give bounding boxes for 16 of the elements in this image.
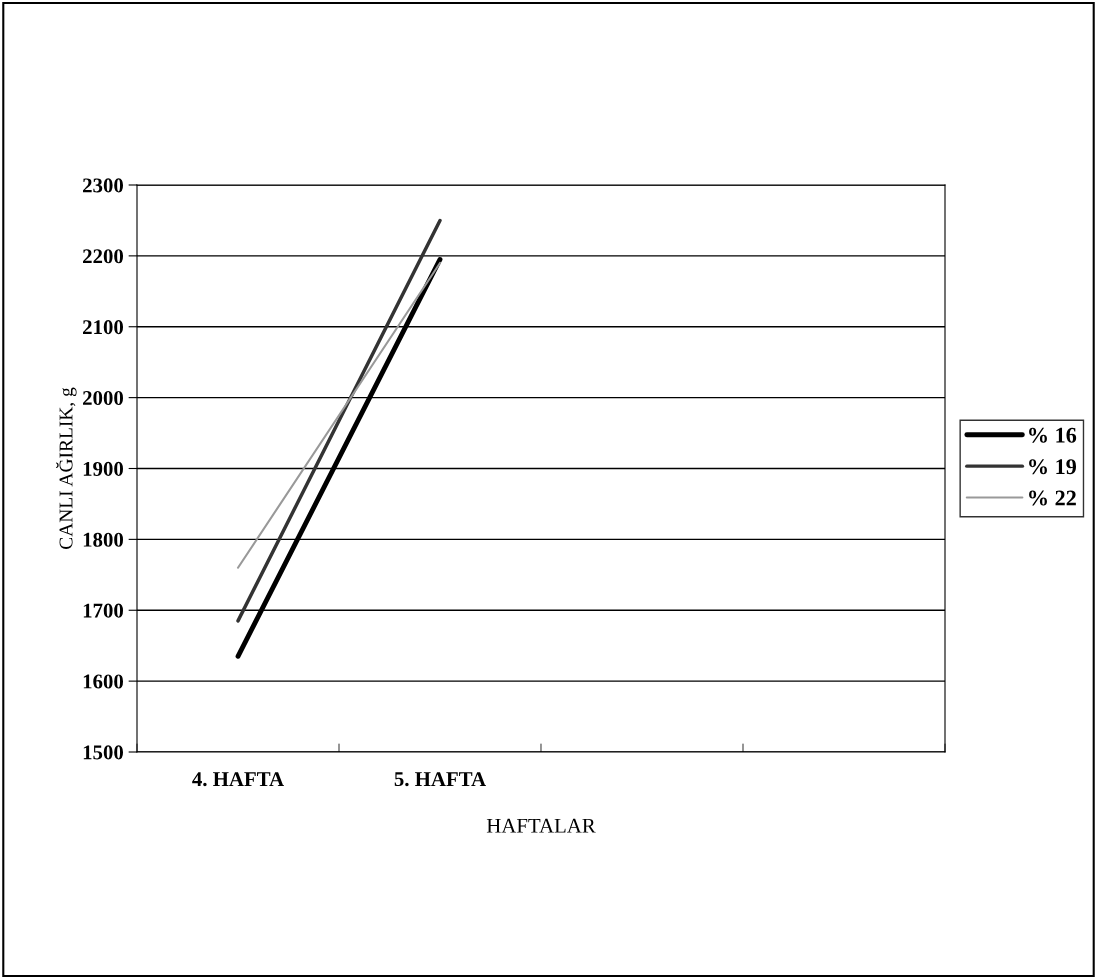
y-tick-label: 1500 — [83, 745, 124, 760]
legend-label: % 19 — [1029, 459, 1077, 475]
y-tick-label: 1700 — [83, 603, 124, 618]
legend-label: % 22 — [1029, 490, 1076, 506]
y-tick-label: 2000 — [83, 391, 124, 406]
x-axis-title: HAFTALAR — [486, 818, 596, 833]
x-tick-label: 4. HAFTA — [192, 772, 284, 787]
legend-label: % 16 — [1029, 427, 1077, 443]
y-tick-label: 2300 — [83, 178, 124, 193]
y-tick-label: 1600 — [83, 674, 124, 689]
y-tick-label: 2100 — [83, 320, 124, 335]
y-tick-label: 1900 — [83, 461, 124, 476]
y-axis-title: CANLI AĞIRLIK, g — [55, 387, 77, 549]
x-tick-label: 5. HAFTA — [394, 772, 486, 787]
y-tick-label: 2200 — [83, 249, 124, 264]
y-tick-label: 1800 — [83, 532, 124, 547]
